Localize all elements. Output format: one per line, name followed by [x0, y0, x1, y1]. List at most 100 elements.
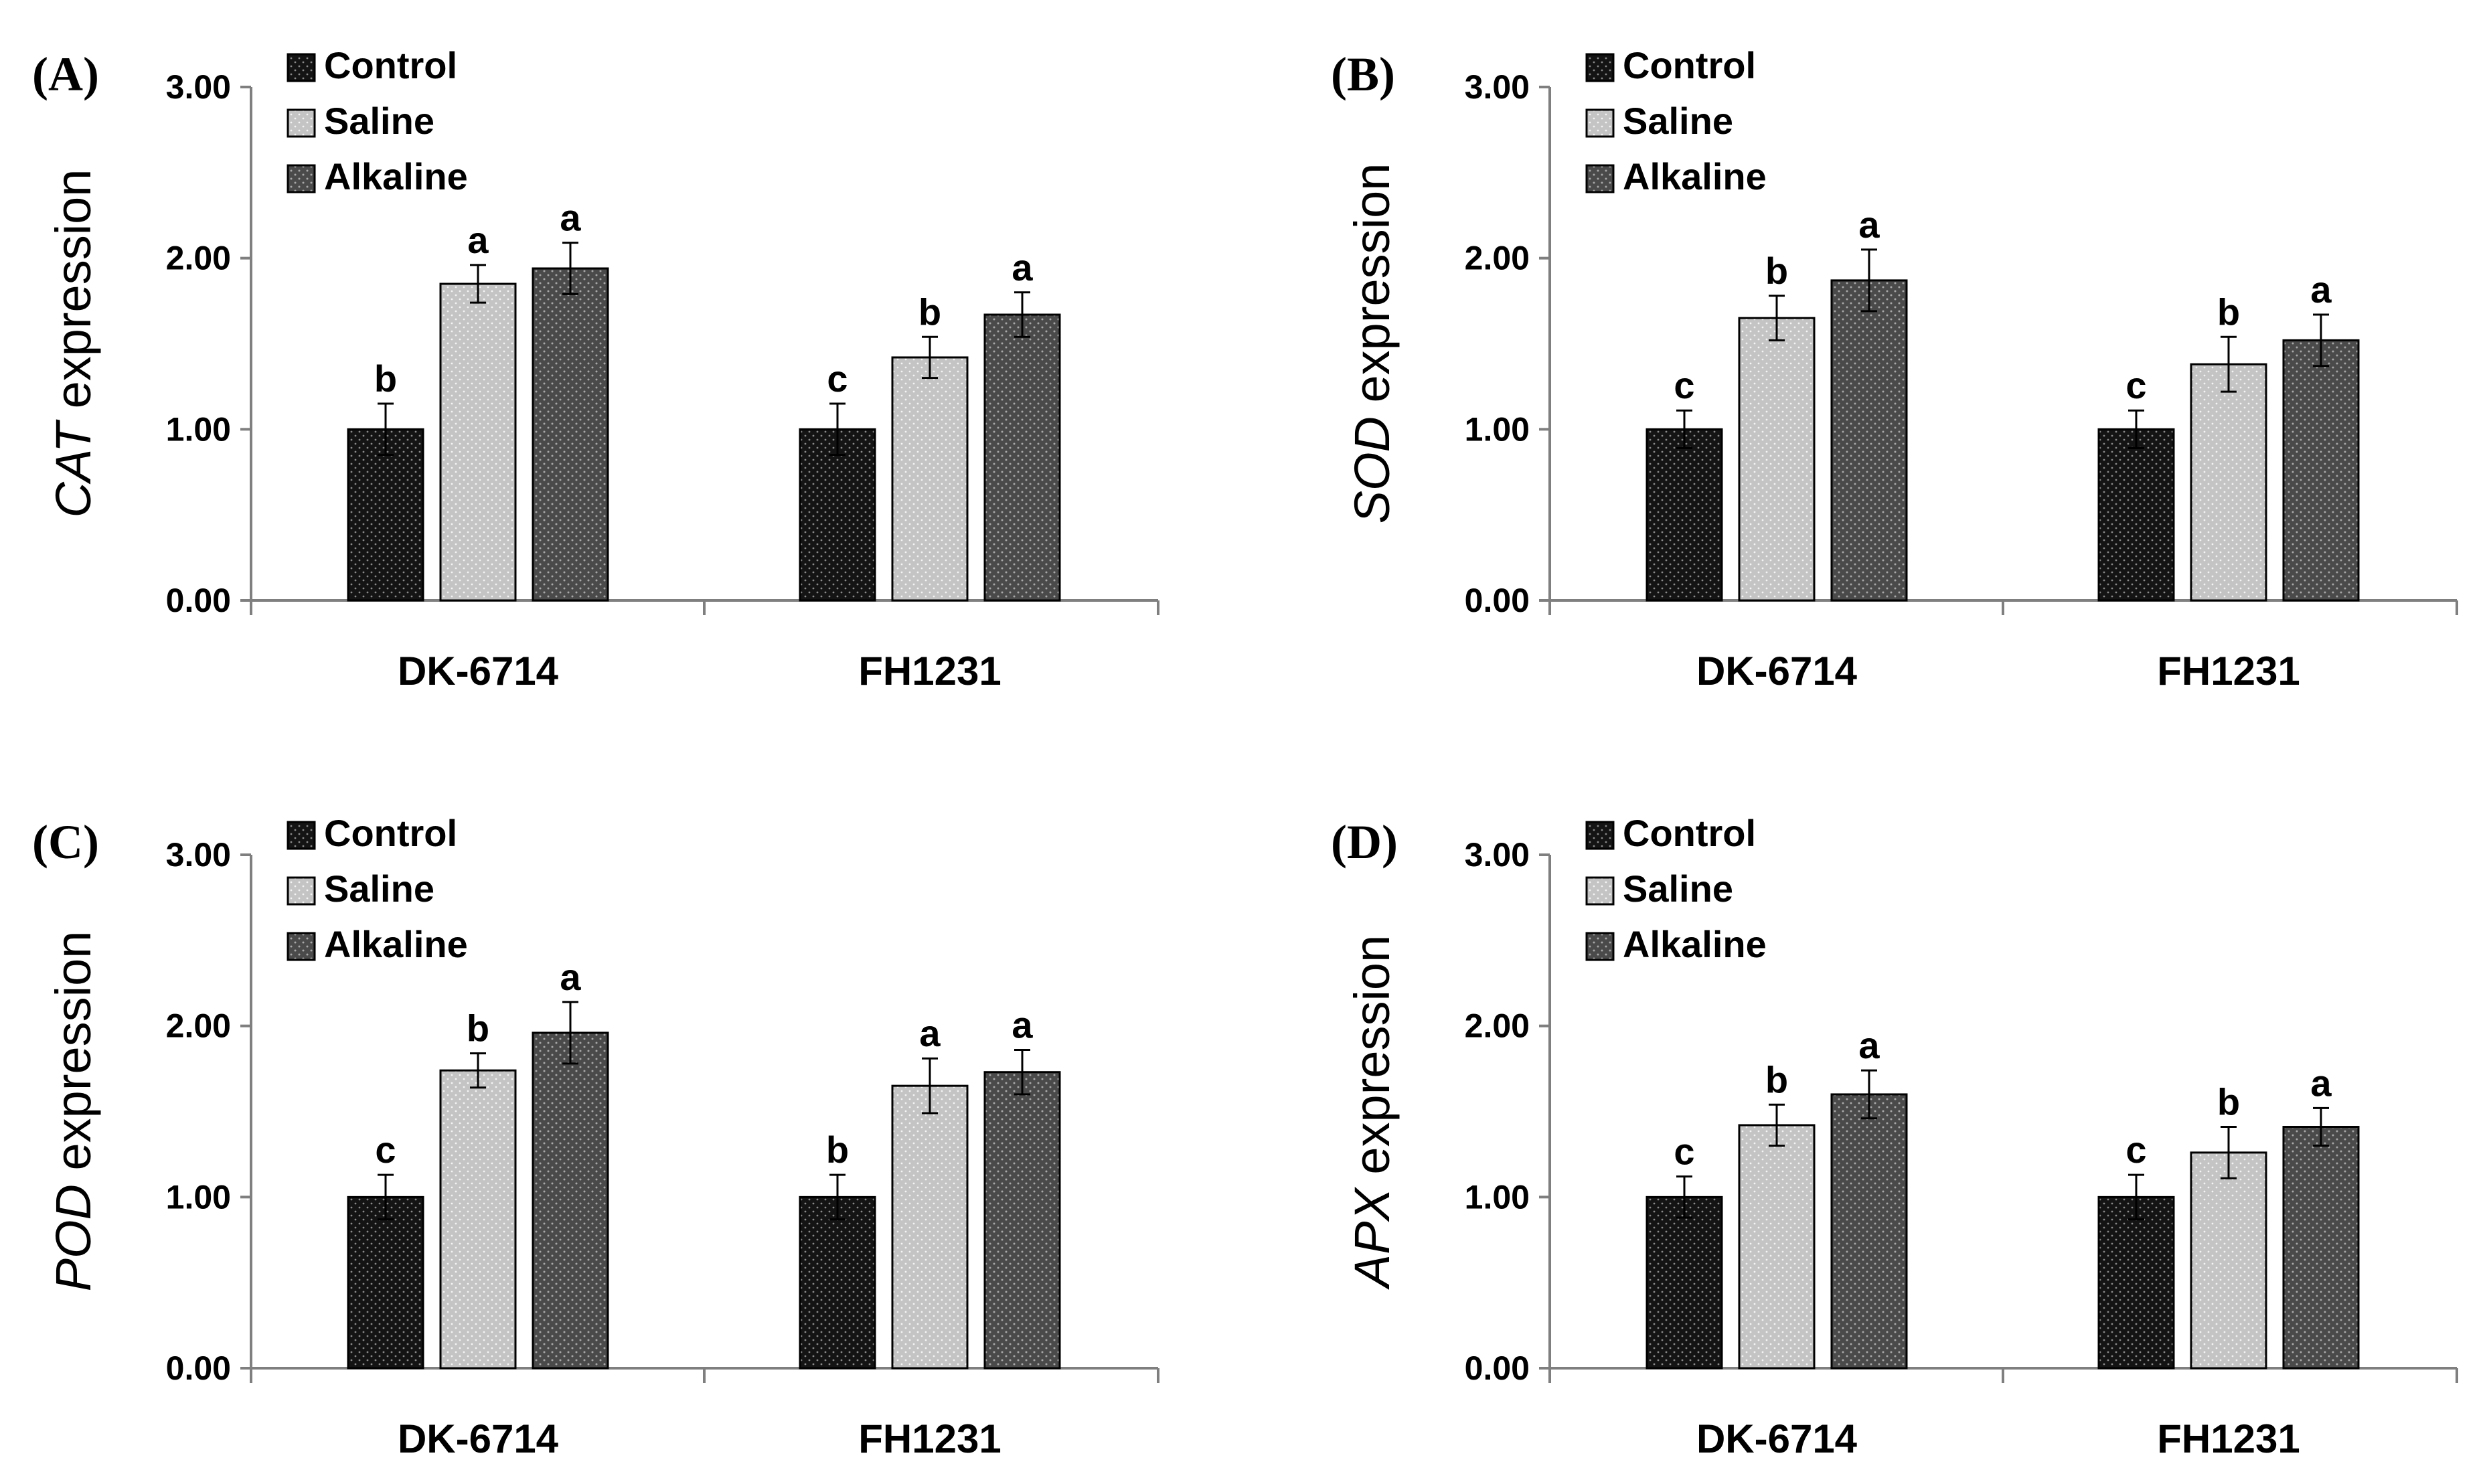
bar-saline-dk-6714	[1738, 1124, 1816, 1370]
legend-swatch-control	[287, 821, 316, 850]
x-category-label: DK-6714	[398, 649, 559, 693]
significance-letter: c	[1674, 1131, 1694, 1173]
x-category-label: FH1231	[858, 649, 1001, 693]
panel-pod: (C) POD expression 0.00 1.00 2.00 3.00 DK-6714…	[32, 812, 1159, 1461]
y-axis-label-suffix: expression	[46, 169, 101, 422]
bar-alkaline-fh1231	[2282, 339, 2360, 602]
y-axis-gene-name: POD	[46, 1184, 101, 1291]
significance-letter: a	[560, 956, 581, 998]
bar-control-dk-6714	[347, 1196, 424, 1370]
panel-cat: (A) CAT expression 0.00 1.00 2.00 3.00 DK-6714…	[32, 44, 1159, 693]
y-axis-label: SOD expression	[1344, 163, 1400, 524]
panel-label: (B)	[1331, 48, 1395, 101]
legend-label-control: Control	[1623, 44, 1756, 86]
panel-label: (D)	[1331, 815, 1398, 869]
y-axis-label: POD expression	[46, 931, 101, 1292]
x-category-label: DK-6714	[1696, 1416, 1858, 1461]
significance-letter: a	[1858, 1024, 1880, 1066]
panel-label: (C)	[32, 815, 99, 869]
legend-label-alkaline: Alkaline	[324, 155, 468, 197]
panel-sod: (B) SOD expression 0.00 1.00 2.00 3.00 DK-6714…	[1331, 44, 2458, 693]
x-category-label: FH1231	[858, 1416, 1001, 1461]
significance-letter: a	[1858, 203, 1880, 246]
bar-alkaline-fh1231	[983, 313, 1061, 602]
bar-saline-fh1231	[2190, 1151, 2267, 1370]
significance-letter: b	[1765, 250, 1788, 292]
legend-label-control: Control	[1623, 812, 1756, 854]
significance-letter: c	[375, 1129, 396, 1171]
y-tick-label: 0.00	[166, 1349, 231, 1387]
bar-saline-dk-6714	[439, 1069, 517, 1370]
significance-letter: a	[1012, 1003, 1033, 1046]
bar-saline-fh1231	[2190, 363, 2267, 602]
significance-letter: b	[374, 357, 397, 400]
y-tick-label: 2.00	[1465, 240, 1530, 277]
legend-swatch-alkaline	[1585, 932, 1615, 961]
y-axis-gene-name: SOD	[1344, 416, 1400, 523]
bar-alkaline-dk-6714	[532, 1032, 609, 1370]
significance-letter: c	[1674, 364, 1694, 406]
significance-letter: a	[919, 1012, 941, 1054]
y-axis-label-suffix: expression	[46, 931, 101, 1184]
y-axis-label-suffix: expression	[1344, 935, 1400, 1188]
bar-alkaline-fh1231	[2282, 1126, 2360, 1370]
legend-swatch-alkaline	[287, 932, 316, 961]
legend-label-alkaline: Alkaline	[324, 923, 468, 965]
significance-letter: c	[2125, 1129, 2146, 1171]
x-category-label: DK-6714	[1696, 649, 1858, 693]
bar-control-dk-6714	[347, 428, 424, 602]
significance-letter: c	[2125, 364, 2146, 406]
legend-swatch-alkaline	[287, 164, 316, 193]
legend-swatch-control	[1585, 53, 1615, 82]
bar-alkaline-dk-6714	[1830, 279, 1908, 602]
y-axis-label: CAT expression	[46, 169, 101, 518]
y-axis-gene-name: APX	[1344, 1187, 1400, 1291]
legend-label-saline: Saline	[324, 100, 434, 142]
y-tick-label: 2.00	[166, 240, 231, 277]
y-tick-label: 3.00	[166, 836, 231, 874]
y-axis-label: APX expression	[1344, 935, 1400, 1291]
legend-swatch-alkaline	[1585, 164, 1615, 193]
bar-control-fh1231	[2097, 428, 2175, 602]
bar-saline-dk-6714	[439, 282, 517, 602]
bar-control-fh1231	[2097, 1196, 2175, 1370]
legend-swatch-control	[287, 53, 316, 82]
significance-letter: b	[1765, 1058, 1788, 1100]
bar-alkaline-dk-6714	[1830, 1093, 1908, 1370]
bar-saline-fh1231	[891, 356, 969, 602]
significance-letter: a	[1012, 246, 1033, 288]
legend-label-alkaline: Alkaline	[1623, 155, 1767, 197]
legend-label-saline: Saline	[1623, 100, 1733, 142]
y-tick-label: 3.00	[1465, 68, 1530, 106]
y-axis-gene-name: CAT	[46, 419, 101, 517]
x-category-label: FH1231	[2157, 649, 2300, 693]
legend-swatch-control	[1585, 821, 1615, 850]
significance-letter: b	[918, 291, 941, 333]
significance-letter: a	[2310, 268, 2332, 311]
bar-saline-dk-6714	[1738, 317, 1816, 602]
panel-apx: (D) APX expression 0.00 1.00 2.00 3.00 DK-6714…	[1331, 812, 2458, 1461]
y-tick-label: 0.00	[1465, 1349, 1530, 1387]
legend-swatch-saline	[1585, 876, 1615, 906]
y-tick-label: 3.00	[166, 68, 231, 106]
y-tick-label: 2.00	[166, 1007, 231, 1045]
significance-letter: a	[2310, 1062, 2332, 1104]
legend-label-saline: Saline	[324, 868, 434, 910]
bar-alkaline-dk-6714	[532, 267, 609, 602]
y-tick-label: 1.00	[1465, 1178, 1530, 1216]
bar-control-fh1231	[799, 1196, 876, 1370]
bar-alkaline-fh1231	[983, 1071, 1061, 1370]
legend-label-control: Control	[324, 812, 457, 854]
y-axis-label-suffix: expression	[1344, 163, 1400, 416]
y-tick-label: 1.00	[166, 1178, 231, 1216]
bar-saline-fh1231	[891, 1084, 969, 1370]
significance-letter: a	[560, 197, 581, 239]
x-category-label: DK-6714	[398, 1416, 559, 1461]
legend-swatch-saline	[287, 108, 316, 138]
bar-control-dk-6714	[1645, 428, 1723, 602]
significance-letter: b	[2217, 291, 2240, 333]
y-tick-label: 3.00	[1465, 836, 1530, 874]
significance-letter: b	[826, 1129, 849, 1171]
y-tick-label: 2.00	[1465, 1007, 1530, 1045]
